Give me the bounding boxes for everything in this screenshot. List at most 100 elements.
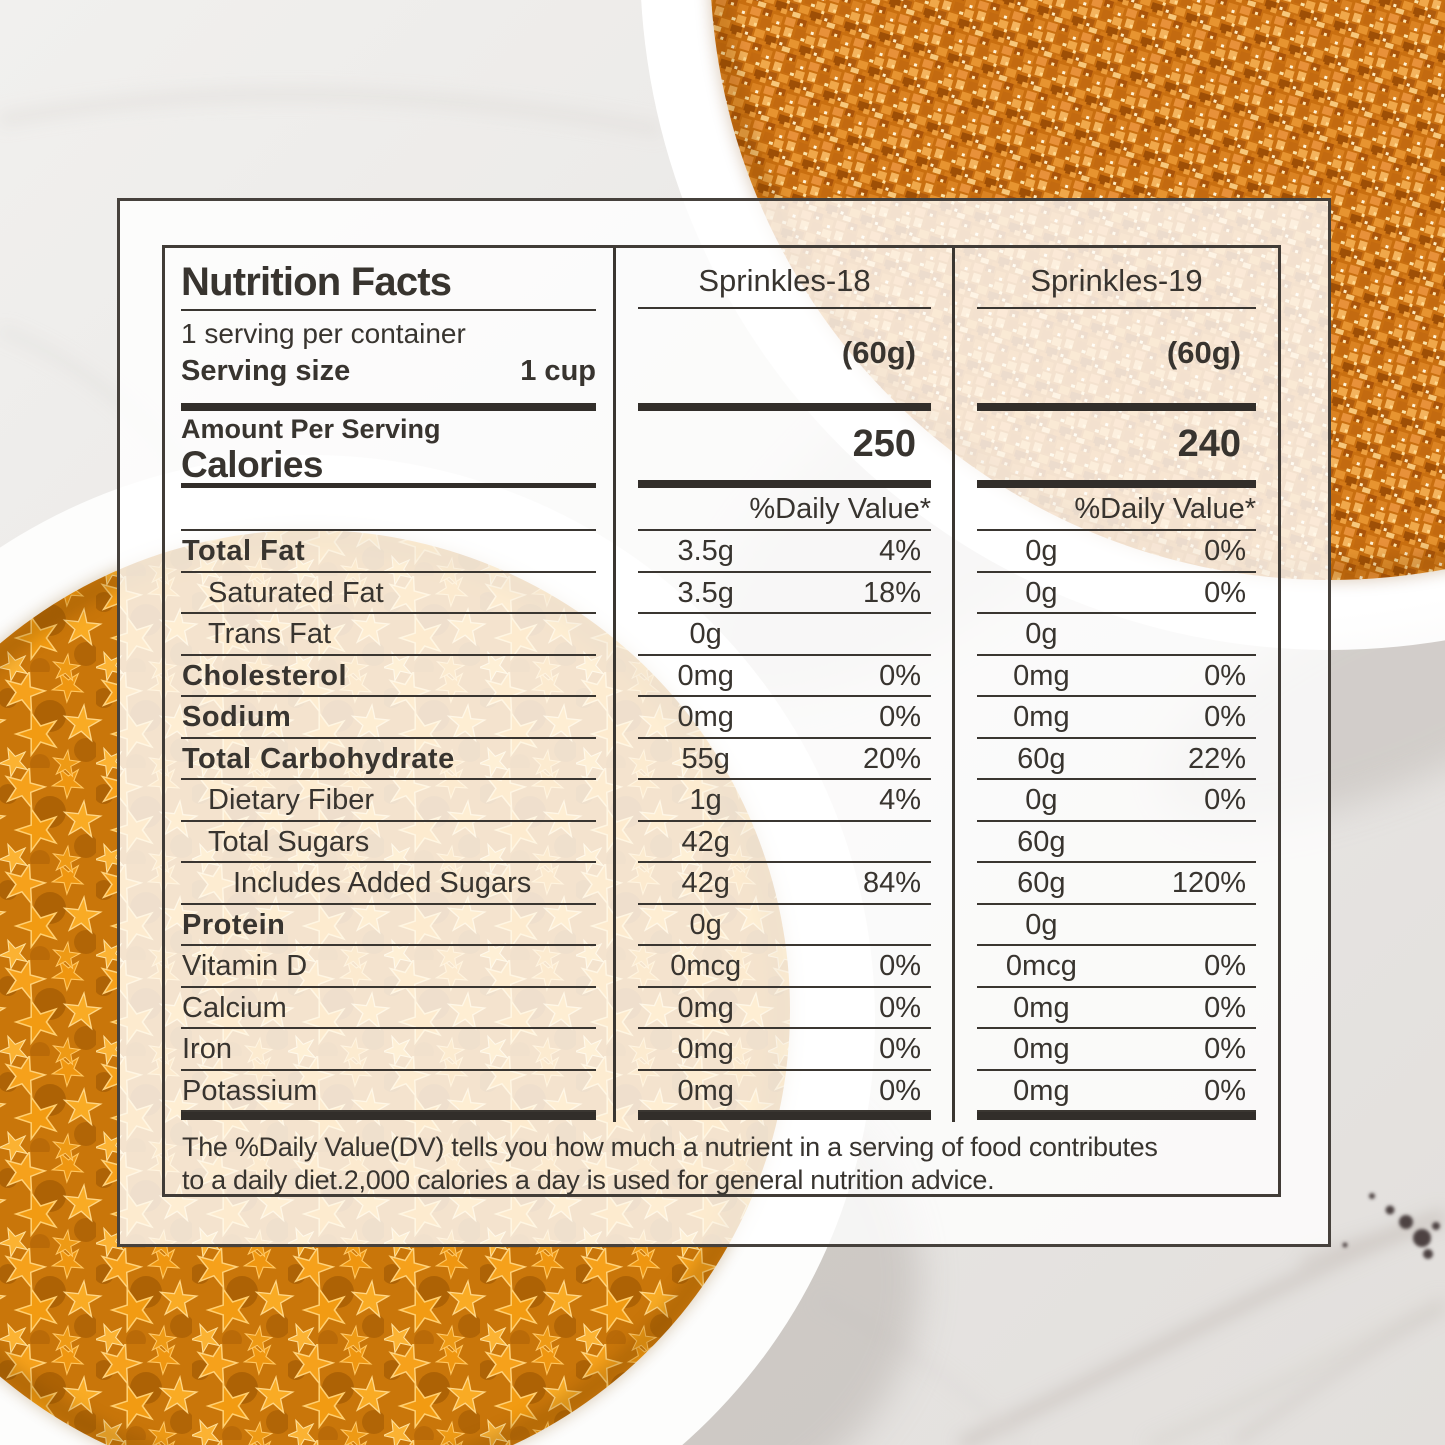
nutrient-value-product2: 0g 0% (953, 573, 1278, 614)
rule (638, 653, 931, 656)
product2-serving-weight: (60g) (1166, 334, 1241, 370)
rule (181, 902, 596, 905)
rule (638, 1110, 931, 1112)
nutrient-value-product1: 1g 4% (614, 780, 953, 822)
nutrient-label: Iron (165, 1029, 614, 1071)
nutrient-amount: 60g (1017, 867, 1066, 900)
footnote-line2: to a daily diet.2,000 calories a day is … (182, 1165, 995, 1196)
nutrition-facts-card: Nutrition Facts 1 serving per container … (117, 198, 1331, 1247)
nutrient-daily-value: 0% (879, 991, 921, 1024)
rule (638, 778, 931, 780)
nutrient-name: Cholesterol (182, 659, 348, 692)
nutrient-amount: 42g (681, 867, 730, 900)
rule (181, 736, 596, 739)
nutrient-amount: 3.5g (677, 535, 734, 568)
rule (977, 570, 1256, 573)
rule (638, 695, 931, 697)
column-divider (952, 248, 955, 1122)
nutrient-amount: 60g (1017, 825, 1066, 858)
thick-rule (638, 403, 931, 411)
nutrient-name: Iron (182, 1033, 232, 1066)
nutrient-label: Total Sugars (165, 822, 614, 863)
rule (181, 1027, 596, 1029)
nutrient-value-product1: 3.5g 4% (614, 531, 953, 573)
nutrient-daily-value: 20% (862, 742, 921, 775)
calories-label: Calories (181, 444, 324, 485)
nutrient-name: Total Fat (182, 535, 306, 568)
servings-per-container: 1 serving per container (181, 318, 466, 349)
nutrient-daily-value: 0% (1204, 950, 1246, 983)
serving-size-row: Serving size 1 cup (181, 355, 596, 388)
nutrient-label: Sodium (165, 697, 614, 739)
bottom-thick-rule-product1 (614, 1112, 953, 1120)
nutrient-name: Trans Fat (208, 618, 332, 651)
nutrient-value-product1: 0mg 0% (614, 697, 953, 739)
nutrient-label: Calcium (165, 988, 614, 1029)
nutrient-daily-value: 84% (862, 867, 921, 900)
column-divider (613, 248, 616, 1122)
amount-per-serving: Amount Per Serving (181, 414, 441, 444)
nutrient-daily-value: 4% (879, 535, 921, 568)
nutrient-amount: 0mg (677, 1033, 734, 1066)
nutrient-label: Dietary Fiber (165, 780, 614, 822)
rule (977, 944, 1256, 946)
footnote-line1: The %Daily Value(DV) tells you how much … (182, 1132, 1158, 1162)
nutrient-value-product2: 0mg 0% (953, 1071, 1278, 1112)
rule (977, 736, 1256, 739)
rule (638, 985, 931, 988)
nutrient-daily-value: 0% (879, 659, 921, 692)
thick-rule (977, 403, 1256, 411)
product2-daily-value-header: %Daily Value* (953, 488, 1278, 531)
nutrient-amount: 0mcg (1005, 950, 1077, 983)
rule (638, 529, 931, 531)
rule (638, 570, 931, 573)
rule (181, 529, 596, 531)
rule (181, 861, 596, 863)
rule (638, 944, 931, 946)
nutrient-amount: 0mg (1013, 991, 1070, 1024)
nutrient-amount: 0mg (677, 991, 734, 1024)
rule (977, 653, 1256, 656)
nutrient-value-product2: 0mg 0% (953, 656, 1278, 697)
marble-specks (1342, 1193, 1440, 1259)
rule (977, 1068, 1256, 1071)
calories-label-cell: Amount Per Serving Calories (165, 411, 614, 488)
nutrient-value-product2: 60g (953, 822, 1278, 863)
rule (181, 1068, 596, 1071)
nutrient-value-product2: 60g 22% (953, 739, 1278, 780)
nutrient-value-product2: 60g 120% (953, 863, 1278, 905)
nutrient-daily-value: 18% (862, 576, 921, 609)
nutrient-label: Cholesterol (165, 656, 614, 697)
product1-calories: 250 (852, 422, 916, 465)
product1-daily-value-header: %Daily Value* (614, 488, 953, 531)
nutrient-daily-value: 0% (1204, 659, 1246, 692)
nutrient-amount: 1g (689, 784, 722, 817)
nutrient-label: Potassium (165, 1071, 614, 1112)
rule (181, 309, 596, 311)
nutrient-daily-value: 0% (1204, 535, 1246, 568)
nutrient-amount: 0mcg (670, 950, 742, 983)
rule (181, 1110, 596, 1112)
nutrient-value-product1: 55g 20% (614, 739, 953, 780)
nutrition-table: Nutrition Facts 1 serving per container … (162, 245, 1281, 1197)
daily-value-footnote: The %Daily Value(DV) tells you how much … (165, 1120, 1278, 1197)
nutrient-value-product1: 0mg 0% (614, 988, 953, 1029)
rule (181, 695, 596, 697)
thick-rule (977, 480, 1256, 488)
nutrient-value-product1: 0g (614, 614, 953, 656)
nutrient-label: Protein (165, 905, 614, 946)
rule (977, 307, 1256, 309)
nutrient-amount: 0g (689, 618, 722, 651)
nutrient-label: Vitamin D (165, 946, 614, 988)
nutrient-daily-value: 0% (879, 950, 921, 983)
nutrient-name: Calcium (182, 991, 287, 1024)
nutrient-amount: 0mg (677, 701, 734, 734)
nutrient-name: Includes Added Sugars (233, 867, 532, 900)
nutrient-daily-value: 0% (1204, 784, 1246, 817)
rule (638, 1068, 931, 1071)
rule (977, 612, 1256, 614)
nutrient-name: Total Sugars (208, 825, 370, 858)
nutrient-daily-value: 0% (879, 1033, 921, 1066)
nutrient-amount: 0g (1025, 535, 1058, 568)
